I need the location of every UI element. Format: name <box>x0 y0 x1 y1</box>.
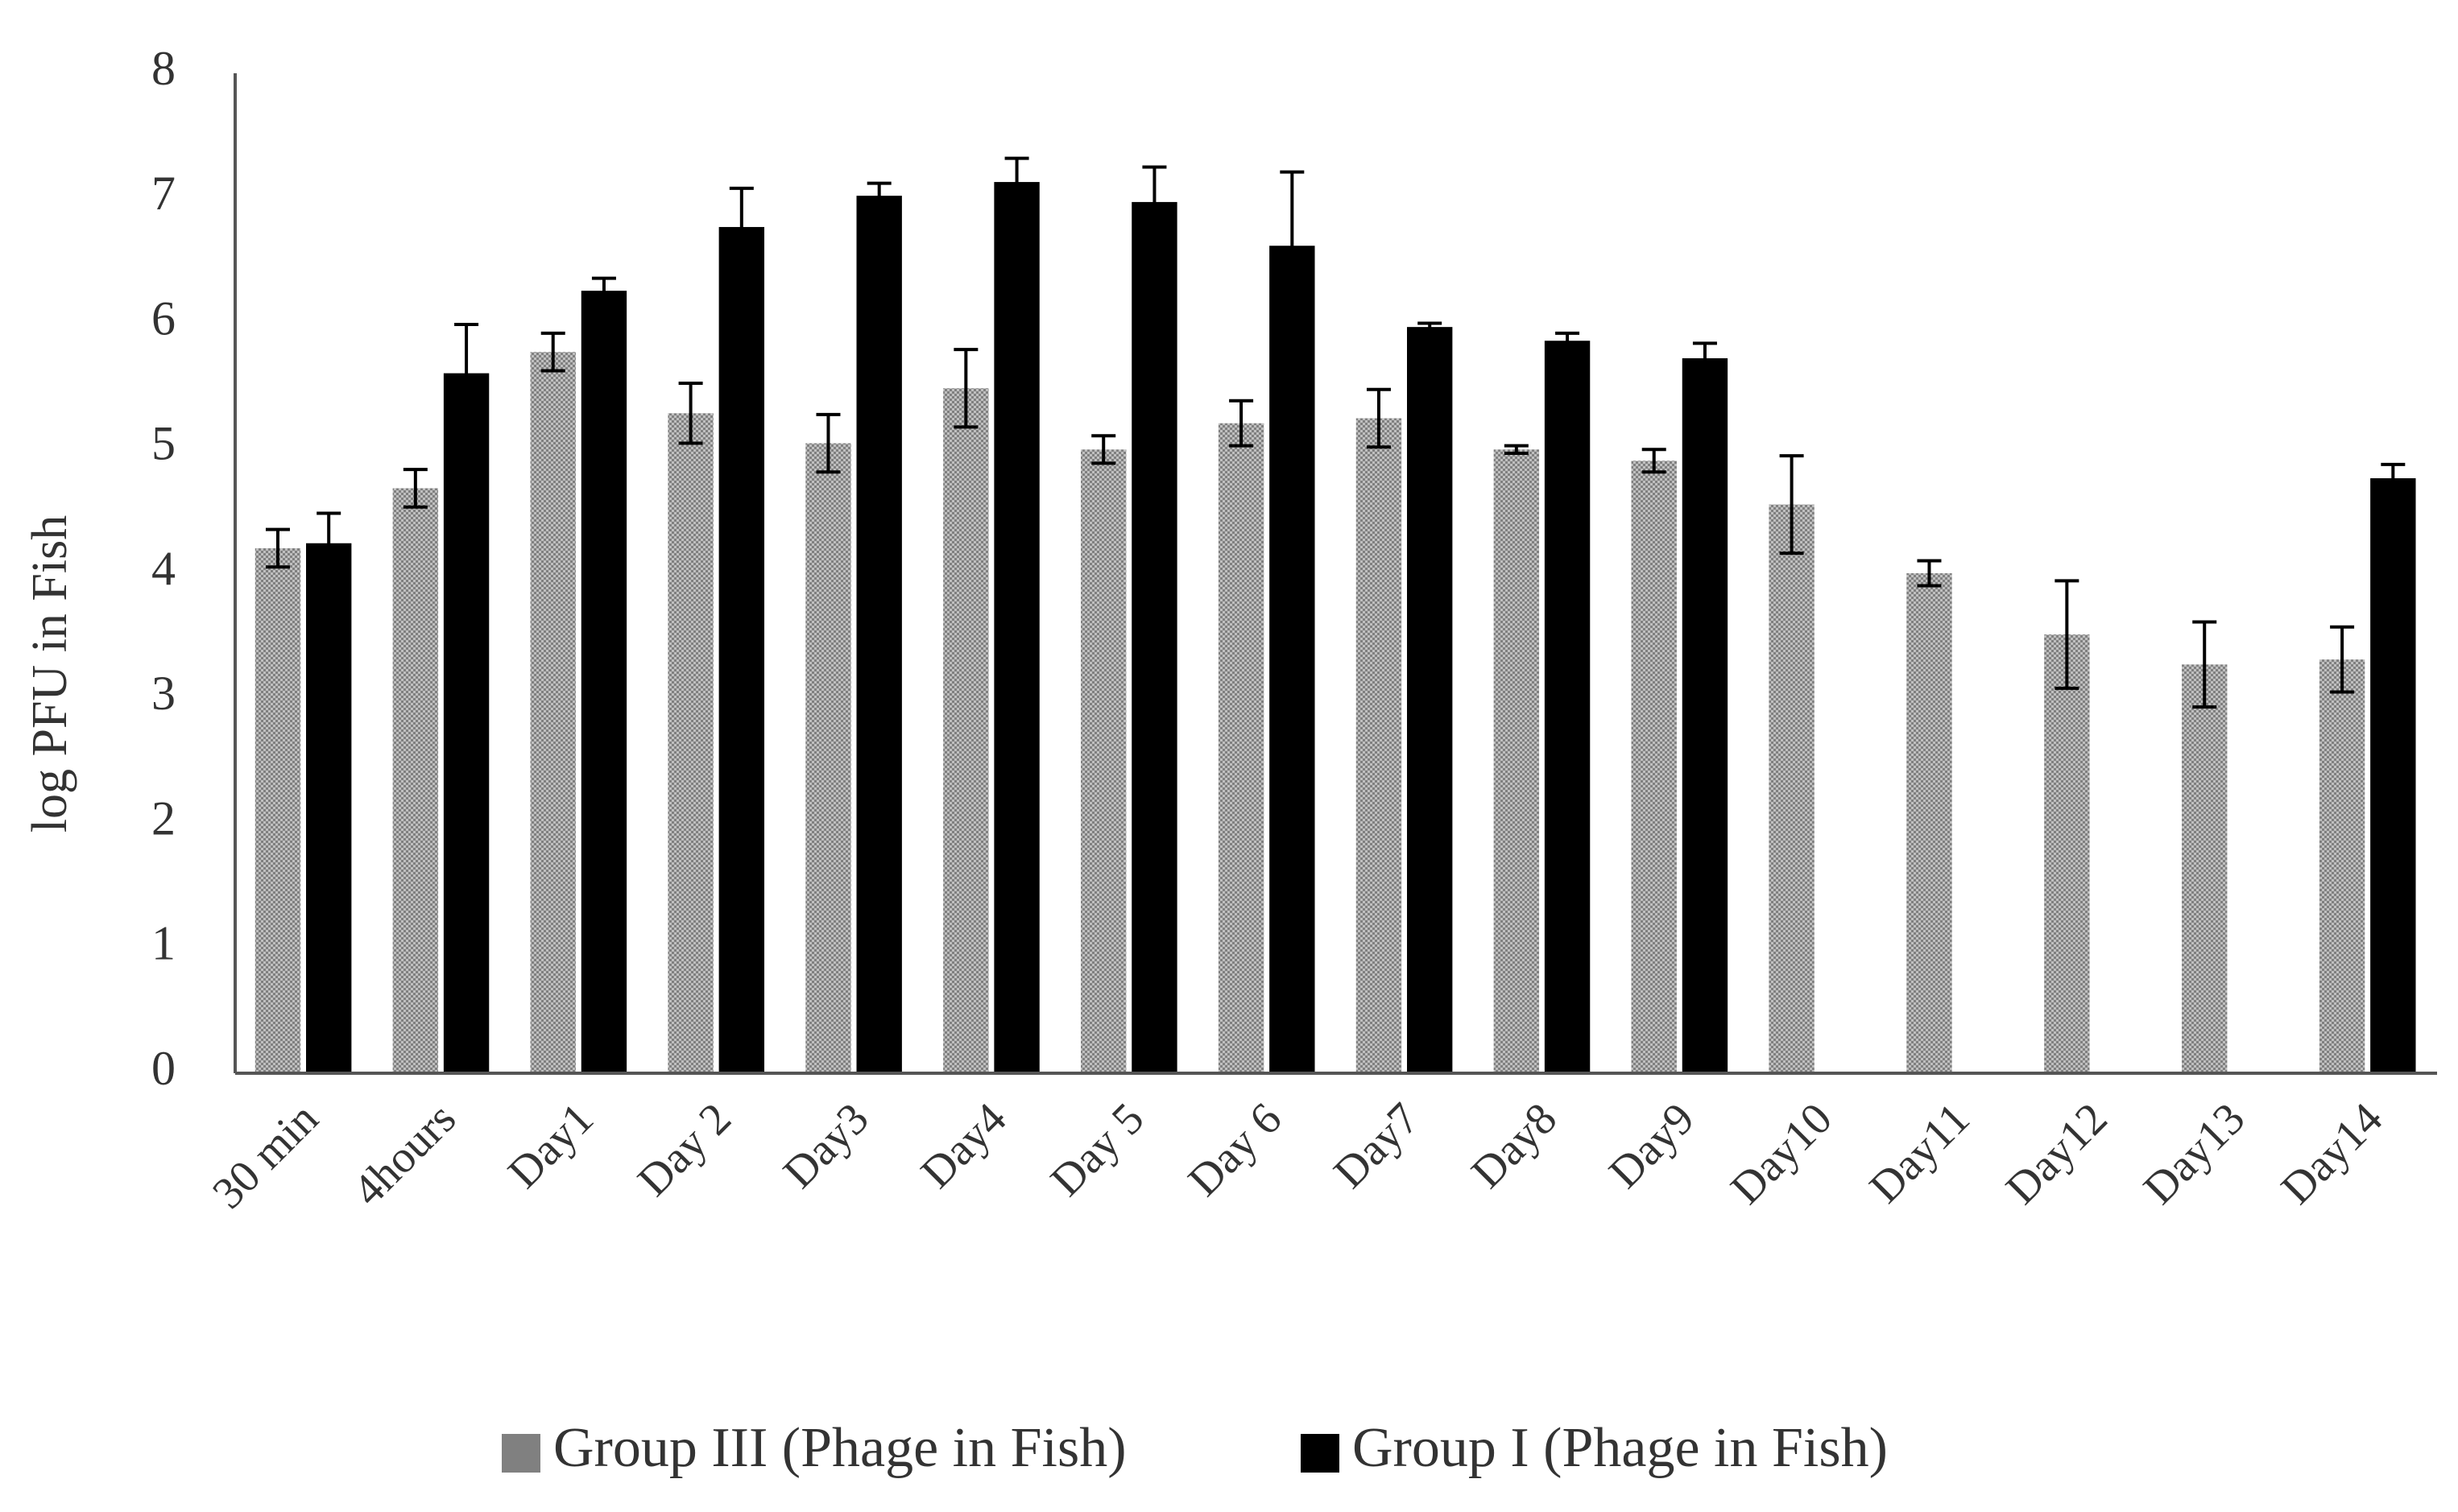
x-tick-label: 30 min <box>203 1093 328 1218</box>
error-bar <box>317 511 341 575</box>
y-tick-label: 3 <box>151 667 176 720</box>
bar <box>1355 418 1402 1073</box>
bar <box>254 547 301 1073</box>
bar <box>2319 659 2365 1073</box>
legend-swatch <box>1301 1434 1339 1473</box>
bar <box>1081 449 1127 1073</box>
bar <box>1132 201 1177 1074</box>
bar <box>2370 478 2416 1073</box>
error-bar <box>1641 448 1666 474</box>
error-bar <box>954 348 979 429</box>
error-bar <box>265 527 290 569</box>
error-bar <box>1917 559 1942 588</box>
error-bar <box>1004 156 1029 208</box>
error-bar <box>1692 341 1717 375</box>
bar <box>530 352 576 1073</box>
y-tick-label: 7 <box>151 167 176 220</box>
y-tick-label: 6 <box>151 291 176 345</box>
error-bar <box>1555 331 1580 350</box>
x-tick-label: Day4 <box>912 1093 1016 1198</box>
x-tick-label: Day9 <box>1599 1093 1704 1198</box>
bar <box>1269 246 1315 1073</box>
error-bar <box>2381 462 2406 494</box>
bar <box>994 182 1040 1073</box>
x-tick-label: Day 6 <box>1179 1093 1292 1206</box>
legend-label: Group I (Phage in Fish) <box>1352 1417 1888 1479</box>
y-tick-label: 4 <box>151 542 176 595</box>
bar <box>1407 327 1453 1074</box>
x-tick-label: 4hours <box>343 1093 466 1216</box>
bar <box>1493 449 1540 1073</box>
error-bar <box>816 412 841 474</box>
bar <box>2044 634 2090 1073</box>
x-tick-label: Day7 <box>1325 1093 1430 1198</box>
error-bar <box>403 468 428 509</box>
bar <box>1906 573 1952 1073</box>
error-bar <box>1366 387 1391 449</box>
x-tick-label: Day14 <box>2272 1093 2392 1213</box>
bar <box>392 488 439 1073</box>
x-tick-label: Day3 <box>774 1093 879 1198</box>
y-axis-title: log PFU in Fish <box>23 515 77 833</box>
error-bar <box>1417 321 1442 333</box>
bar <box>1544 341 1591 1073</box>
legend-swatch <box>502 1434 540 1473</box>
x-tick-label: Day 2 <box>628 1093 741 1206</box>
x-tick-label: Day13 <box>2134 1093 2254 1213</box>
y-tick-label: 8 <box>151 42 176 95</box>
bar <box>805 443 851 1073</box>
bar <box>443 373 490 1074</box>
error-bar <box>1280 170 1305 321</box>
error-bar <box>2192 620 2217 709</box>
error-bar <box>867 181 892 210</box>
error-bar <box>2055 579 2079 690</box>
bar <box>581 291 627 1073</box>
error-bar <box>454 323 479 424</box>
error-bar <box>591 276 616 305</box>
y-tick-label: 5 <box>151 417 176 470</box>
y-tick-label: 1 <box>151 917 176 970</box>
error-bar <box>1142 165 1167 239</box>
error-bar <box>1229 399 1254 448</box>
x-tick-label: Day11 <box>1860 1093 1980 1212</box>
bar <box>1218 423 1264 1073</box>
legend-label: Group III (Phage in Fish) <box>553 1417 1127 1479</box>
x-tick-label: Day1 <box>499 1093 603 1198</box>
bar <box>2182 664 2228 1073</box>
x-tick-label: Day 5 <box>1041 1093 1154 1206</box>
error-bar <box>1091 434 1116 465</box>
error-bar <box>540 331 565 373</box>
error-bar <box>678 382 703 445</box>
x-tick-label: Day10 <box>1721 1093 1841 1213</box>
error-bar <box>2330 625 2355 694</box>
bar <box>306 543 352 1073</box>
bar <box>856 196 902 1073</box>
bar <box>1631 461 1677 1073</box>
error-bar <box>729 186 754 268</box>
bar <box>1682 357 1728 1074</box>
bar <box>718 226 765 1073</box>
bar <box>1769 504 1815 1073</box>
bar <box>943 388 989 1074</box>
bar <box>668 413 714 1073</box>
y-tick-label: 2 <box>151 791 176 845</box>
x-tick-label: Day8 <box>1462 1093 1566 1198</box>
x-tick-label: Day12 <box>1997 1093 2117 1213</box>
y-tick-label: 0 <box>151 1042 176 1095</box>
error-bar <box>1504 444 1529 455</box>
error-bar <box>1779 454 1804 556</box>
